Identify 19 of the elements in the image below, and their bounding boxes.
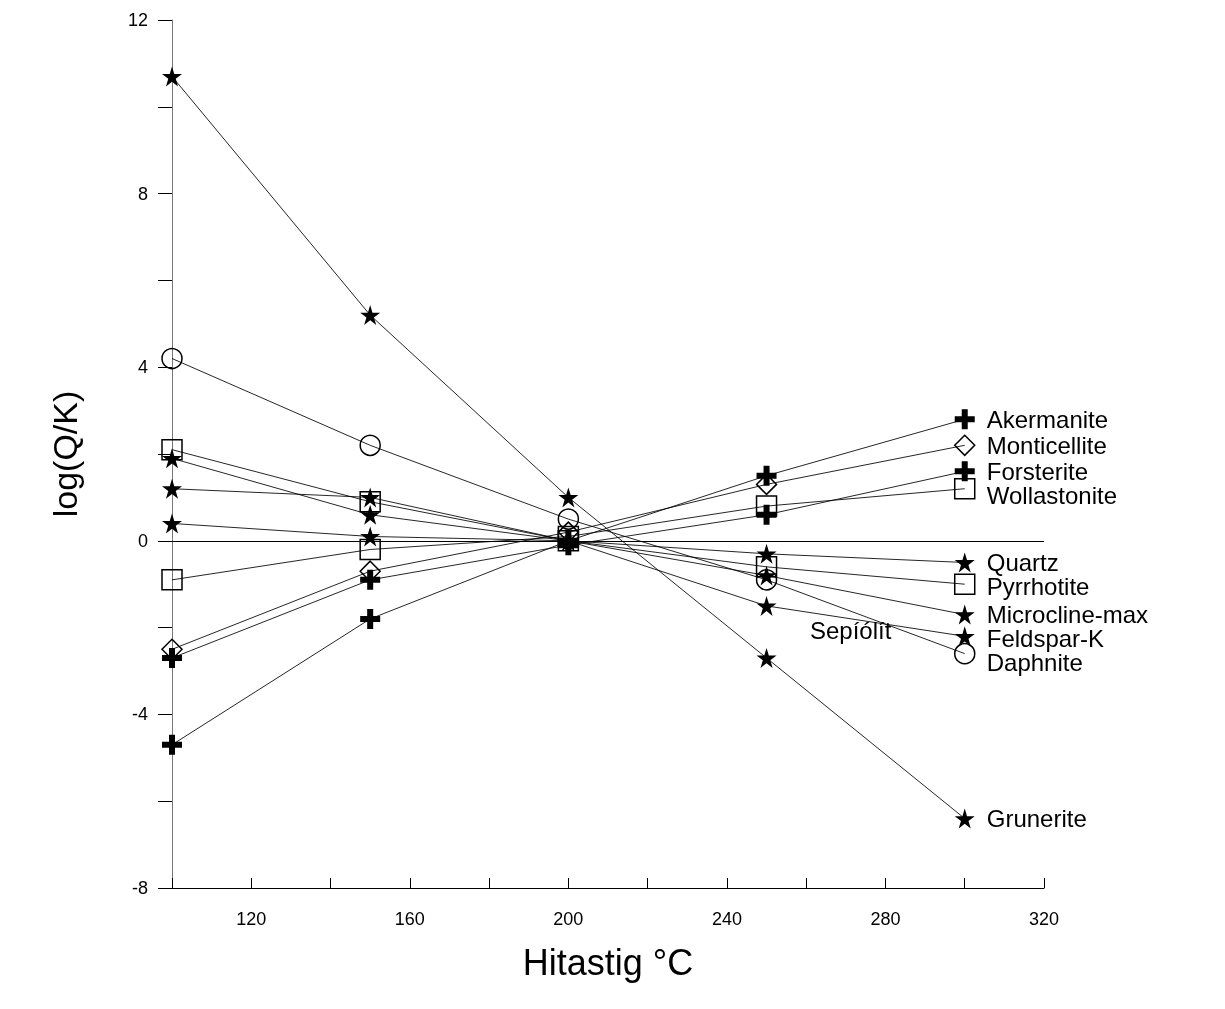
series-label: Quartz: [986, 549, 1059, 576]
y-tick-label: -4: [131, 704, 148, 725]
series-label: Akermanite: [986, 405, 1109, 433]
y-tick-label: 8: [137, 183, 148, 204]
series-label: Monticellite: [986, 431, 1107, 459]
x-tick-label: 280: [870, 909, 901, 929]
y-tick-label: 4: [137, 357, 148, 378]
x-tick-label: 200: [553, 909, 584, 929]
y-tick-label: -8: [131, 878, 148, 898]
y-tick-label: 12: [127, 10, 148, 30]
x-tick-label: 320: [1028, 909, 1060, 929]
x-tick-label: 120: [236, 909, 267, 929]
x-tick-label: 240: [711, 909, 742, 929]
annotation: Sepíólít: [810, 616, 892, 644]
x-tick-label: 160: [394, 909, 425, 929]
y-tick-label: 0: [137, 530, 148, 551]
series-label: Grunerite: [986, 805, 1087, 833]
x-axis-title: Hitastig °C: [522, 941, 694, 983]
y-axis-title: log(Q/K): [46, 390, 84, 518]
